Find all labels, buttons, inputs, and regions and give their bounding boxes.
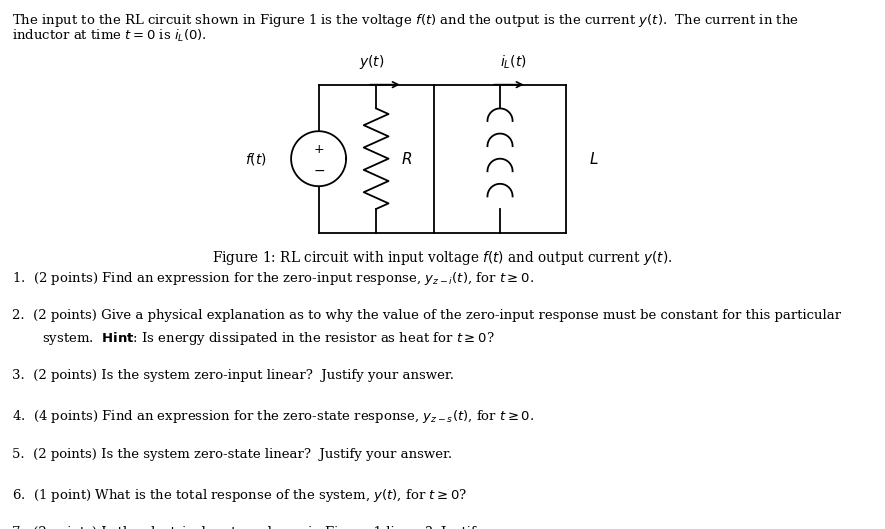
Text: $y(t)$: $y(t)$ bbox=[359, 53, 384, 71]
Text: $R$: $R$ bbox=[401, 151, 412, 167]
Text: 3.  (2 points) Is the system zero-input linear?  Justify your answer.: 3. (2 points) Is the system zero-input l… bbox=[12, 369, 453, 382]
Text: 7.  (2 points) Is the electrical system shown in Figure 1 linear?  Justify your : 7. (2 points) Is the electrical system s… bbox=[12, 526, 573, 529]
Text: The input to the RL circuit shown in Figure 1 is the voltage $f(t)$ and the outp: The input to the RL circuit shown in Fig… bbox=[12, 12, 798, 29]
Text: system.  $\mathbf{Hint}$: Is energy dissipated in the resistor as heat for $t\ge: system. $\mathbf{Hint}$: Is energy dissi… bbox=[42, 330, 495, 347]
Text: Figure 1: RL circuit with input voltage $f(t)$ and output current $y(t)$.: Figure 1: RL circuit with input voltage … bbox=[212, 249, 673, 267]
Text: $-$: $-$ bbox=[312, 163, 325, 177]
Text: $L$: $L$ bbox=[589, 151, 598, 167]
Text: inductor at time $t=0$ is $i_L(0)$.: inductor at time $t=0$ is $i_L(0)$. bbox=[12, 28, 206, 43]
Text: $i_L(t)$: $i_L(t)$ bbox=[500, 54, 527, 71]
Text: $+$: $+$ bbox=[313, 143, 324, 156]
Text: 6.  (1 point) What is the total response of the system, $y(t)$, for $t\geq 0$?: 6. (1 point) What is the total response … bbox=[12, 487, 466, 504]
Text: $f(t)$: $f(t)$ bbox=[245, 151, 266, 167]
Text: 5.  (2 points) Is the system zero-state linear?  Justify your answer.: 5. (2 points) Is the system zero-state l… bbox=[12, 448, 451, 461]
Text: 4.  (4 points) Find an expression for the zero-state response, $y_{z-s}(t)$, for: 4. (4 points) Find an expression for the… bbox=[12, 408, 534, 425]
Text: 2.  (2 points) Give a physical explanation as to why the value of the zero-input: 2. (2 points) Give a physical explanatio… bbox=[12, 309, 841, 322]
Text: 1.  (2 points) Find an expression for the zero-input response, $y_{z-i}(t)$, for: 1. (2 points) Find an expression for the… bbox=[12, 270, 534, 287]
